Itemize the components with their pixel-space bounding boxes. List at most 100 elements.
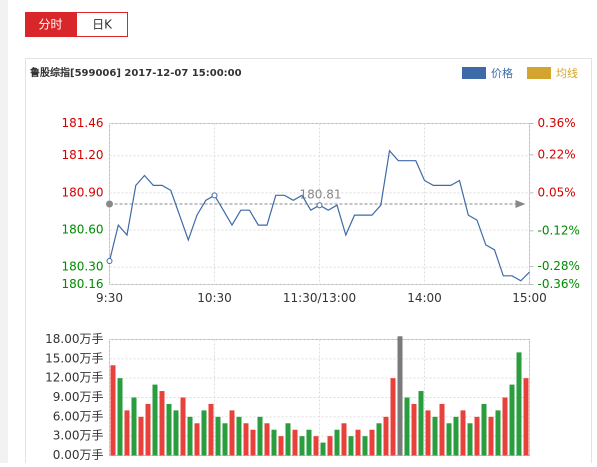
y2-tick-label: -0.12% bbox=[538, 223, 580, 237]
volume-bar bbox=[411, 403, 417, 456]
volume-bar bbox=[271, 429, 277, 456]
volume-bar bbox=[229, 410, 235, 456]
volume-bar bbox=[341, 423, 347, 456]
volume-bar bbox=[250, 429, 256, 456]
tab[interactable] bbox=[76, 12, 128, 37]
y-tick-label: 181.46 bbox=[62, 116, 104, 130]
volume-bar bbox=[502, 397, 508, 456]
reference-label: 180.81 bbox=[300, 188, 342, 202]
volume-bar bbox=[481, 403, 487, 456]
volume-bar bbox=[523, 378, 529, 456]
y-tick-label: 180.16 bbox=[62, 277, 104, 291]
price-point bbox=[316, 202, 323, 209]
y-tick-label: 180.60 bbox=[62, 223, 104, 237]
volume-bar bbox=[159, 391, 165, 456]
x-tick-label: 10:30 bbox=[197, 291, 232, 305]
volume-bar bbox=[474, 416, 480, 456]
volume-bar bbox=[334, 429, 340, 456]
volume-bar bbox=[362, 436, 368, 456]
y2-tick-label: 0.22% bbox=[538, 147, 576, 161]
volume-bar bbox=[313, 436, 319, 456]
volume-bar bbox=[516, 352, 522, 456]
volume-bar bbox=[285, 423, 291, 456]
volume-bar bbox=[138, 416, 144, 456]
volume-bar bbox=[495, 410, 501, 456]
volume-bar bbox=[425, 410, 431, 456]
volume-bar bbox=[117, 378, 123, 456]
volume-bar bbox=[131, 397, 137, 456]
volume-bar bbox=[292, 429, 298, 456]
volume-bar bbox=[187, 416, 193, 456]
volume-bar bbox=[320, 442, 326, 456]
volume-bar bbox=[222, 423, 228, 456]
panel bbox=[25, 58, 592, 467]
volume-bar bbox=[110, 365, 116, 456]
volume-bar bbox=[194, 423, 200, 456]
volume-bar bbox=[348, 436, 354, 456]
volume-bar bbox=[439, 403, 445, 456]
tab-label[interactable]: 分时 bbox=[38, 18, 62, 32]
volume-bar bbox=[264, 423, 270, 456]
volume-bar bbox=[173, 410, 179, 456]
sidebar bbox=[0, 0, 8, 463]
y2-tick-label: -0.28% bbox=[538, 259, 580, 273]
volume-bar bbox=[257, 416, 263, 456]
y2-tick-label: -0.36% bbox=[538, 277, 580, 291]
volume-bar bbox=[201, 410, 207, 456]
price-point bbox=[211, 192, 218, 199]
volume-bar bbox=[460, 410, 466, 456]
y-tick-label: 180.90 bbox=[62, 185, 104, 199]
tab-label[interactable]: 日K bbox=[92, 18, 113, 32]
legend-label: 均线 bbox=[556, 66, 578, 80]
volume-bar bbox=[404, 397, 410, 456]
volume-bar bbox=[376, 423, 382, 456]
volume-bar bbox=[432, 416, 438, 456]
volume-bar bbox=[152, 384, 158, 456]
volume-bar bbox=[124, 410, 130, 456]
x-tick-label: 11:30/13:00 bbox=[283, 291, 356, 305]
reference-dot bbox=[106, 200, 113, 208]
volume-tick-label: 9.00万手 bbox=[53, 390, 104, 404]
legend-swatch bbox=[527, 67, 551, 79]
x-tick-label: 15:00 bbox=[512, 291, 547, 305]
volume-bar bbox=[299, 436, 305, 456]
reference-arrow bbox=[515, 200, 526, 208]
price-point bbox=[106, 257, 113, 264]
volume-bar bbox=[390, 378, 396, 456]
volume-bar bbox=[446, 423, 452, 456]
x-tick-label: 14:00 bbox=[407, 291, 442, 305]
volume-bar bbox=[208, 403, 214, 456]
chart-title: 鲁股综指[599006] 2017-12-07 15:00:00 bbox=[29, 66, 242, 79]
volume-bar bbox=[236, 416, 242, 456]
volume-bar bbox=[453, 416, 459, 456]
volume-tick-label: 15.00万手 bbox=[45, 351, 103, 365]
y-tick-label: 181.20 bbox=[62, 148, 104, 162]
y2-tick-label: 0.36% bbox=[538, 116, 576, 130]
volume-bar bbox=[166, 403, 172, 456]
volume-bar bbox=[215, 416, 221, 456]
volume-bar bbox=[327, 436, 333, 456]
volume-bar bbox=[306, 429, 312, 456]
volume-tick-label: 3.00万手 bbox=[53, 429, 104, 443]
volume-bar bbox=[278, 436, 284, 456]
tab-active[interactable] bbox=[25, 12, 76, 37]
volume-bar bbox=[243, 423, 249, 456]
volume-bar bbox=[145, 403, 151, 456]
y-tick-label: 180.30 bbox=[62, 260, 104, 274]
volume-bar bbox=[467, 423, 473, 456]
legend-label: 价格 bbox=[491, 66, 513, 80]
volume-bar bbox=[488, 416, 494, 456]
volume-bar bbox=[509, 384, 515, 456]
volume-bar bbox=[418, 391, 424, 456]
legend-swatch bbox=[462, 67, 486, 79]
y2-tick-label: 0.05% bbox=[538, 185, 576, 199]
volume-tick-label: 0.00万手 bbox=[53, 448, 104, 462]
volume-bar bbox=[180, 397, 186, 456]
x-tick-label: 9:30 bbox=[96, 291, 123, 305]
volume-bar bbox=[383, 416, 389, 456]
volume-tick-label: 12.00万手 bbox=[45, 371, 103, 385]
volume-bar bbox=[397, 336, 403, 456]
volume-tick-label: 6.00万手 bbox=[53, 409, 104, 423]
